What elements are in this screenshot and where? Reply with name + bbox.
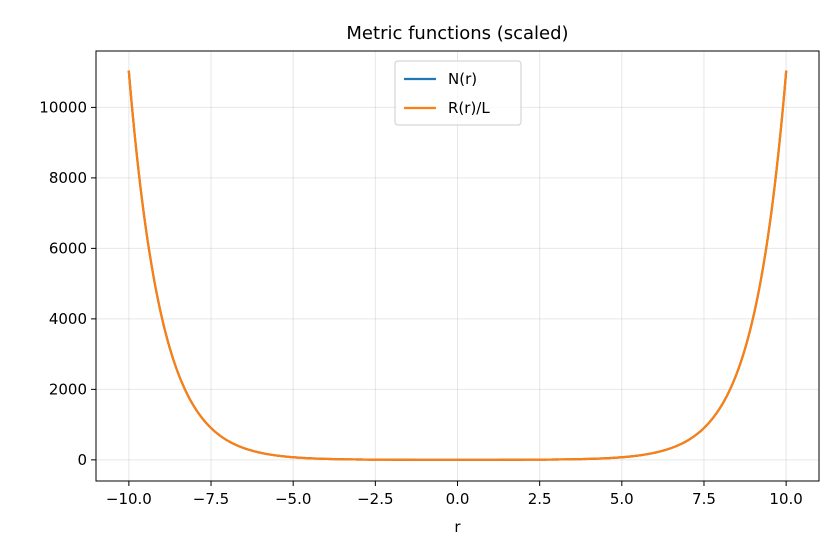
y-tick-label: 4000 — [49, 310, 87, 328]
y-tick-label: 8000 — [49, 169, 87, 187]
y-tick-label: 6000 — [49, 239, 87, 257]
legend-label: R(r)/L — [448, 99, 490, 117]
x-axis-label: r — [454, 518, 461, 536]
series-layer — [127, 70, 788, 461]
ticks: −10.0 −7.5 −5.0 −2.5 0.0 2.5 5.0 7.5 10.0 0 2000 40… — [39, 98, 803, 508]
x-tick-label: 5.0 — [610, 490, 634, 508]
x-tick-label: −7.5 — [193, 490, 229, 508]
chart-title: Metric functions (scaled) — [346, 23, 568, 44]
legend: N(r) R(r)/L — [394, 60, 522, 126]
x-tick-label: 7.5 — [692, 490, 716, 508]
y-tick-label: 0 — [77, 451, 87, 469]
x-tick-label: 0.0 — [446, 490, 470, 508]
y-tick-label: 2000 — [49, 380, 87, 398]
legend-label: N(r) — [448, 70, 477, 88]
x-tick-label: 10.0 — [769, 490, 802, 508]
x-tick-label: 2.5 — [528, 490, 552, 508]
series-line-2 — [127, 70, 788, 461]
x-tick-label: −5.0 — [275, 490, 311, 508]
y-tick-label: 10000 — [39, 98, 87, 116]
x-tick-label: −2.5 — [357, 490, 393, 508]
x-tick-label: −10.0 — [106, 490, 152, 508]
